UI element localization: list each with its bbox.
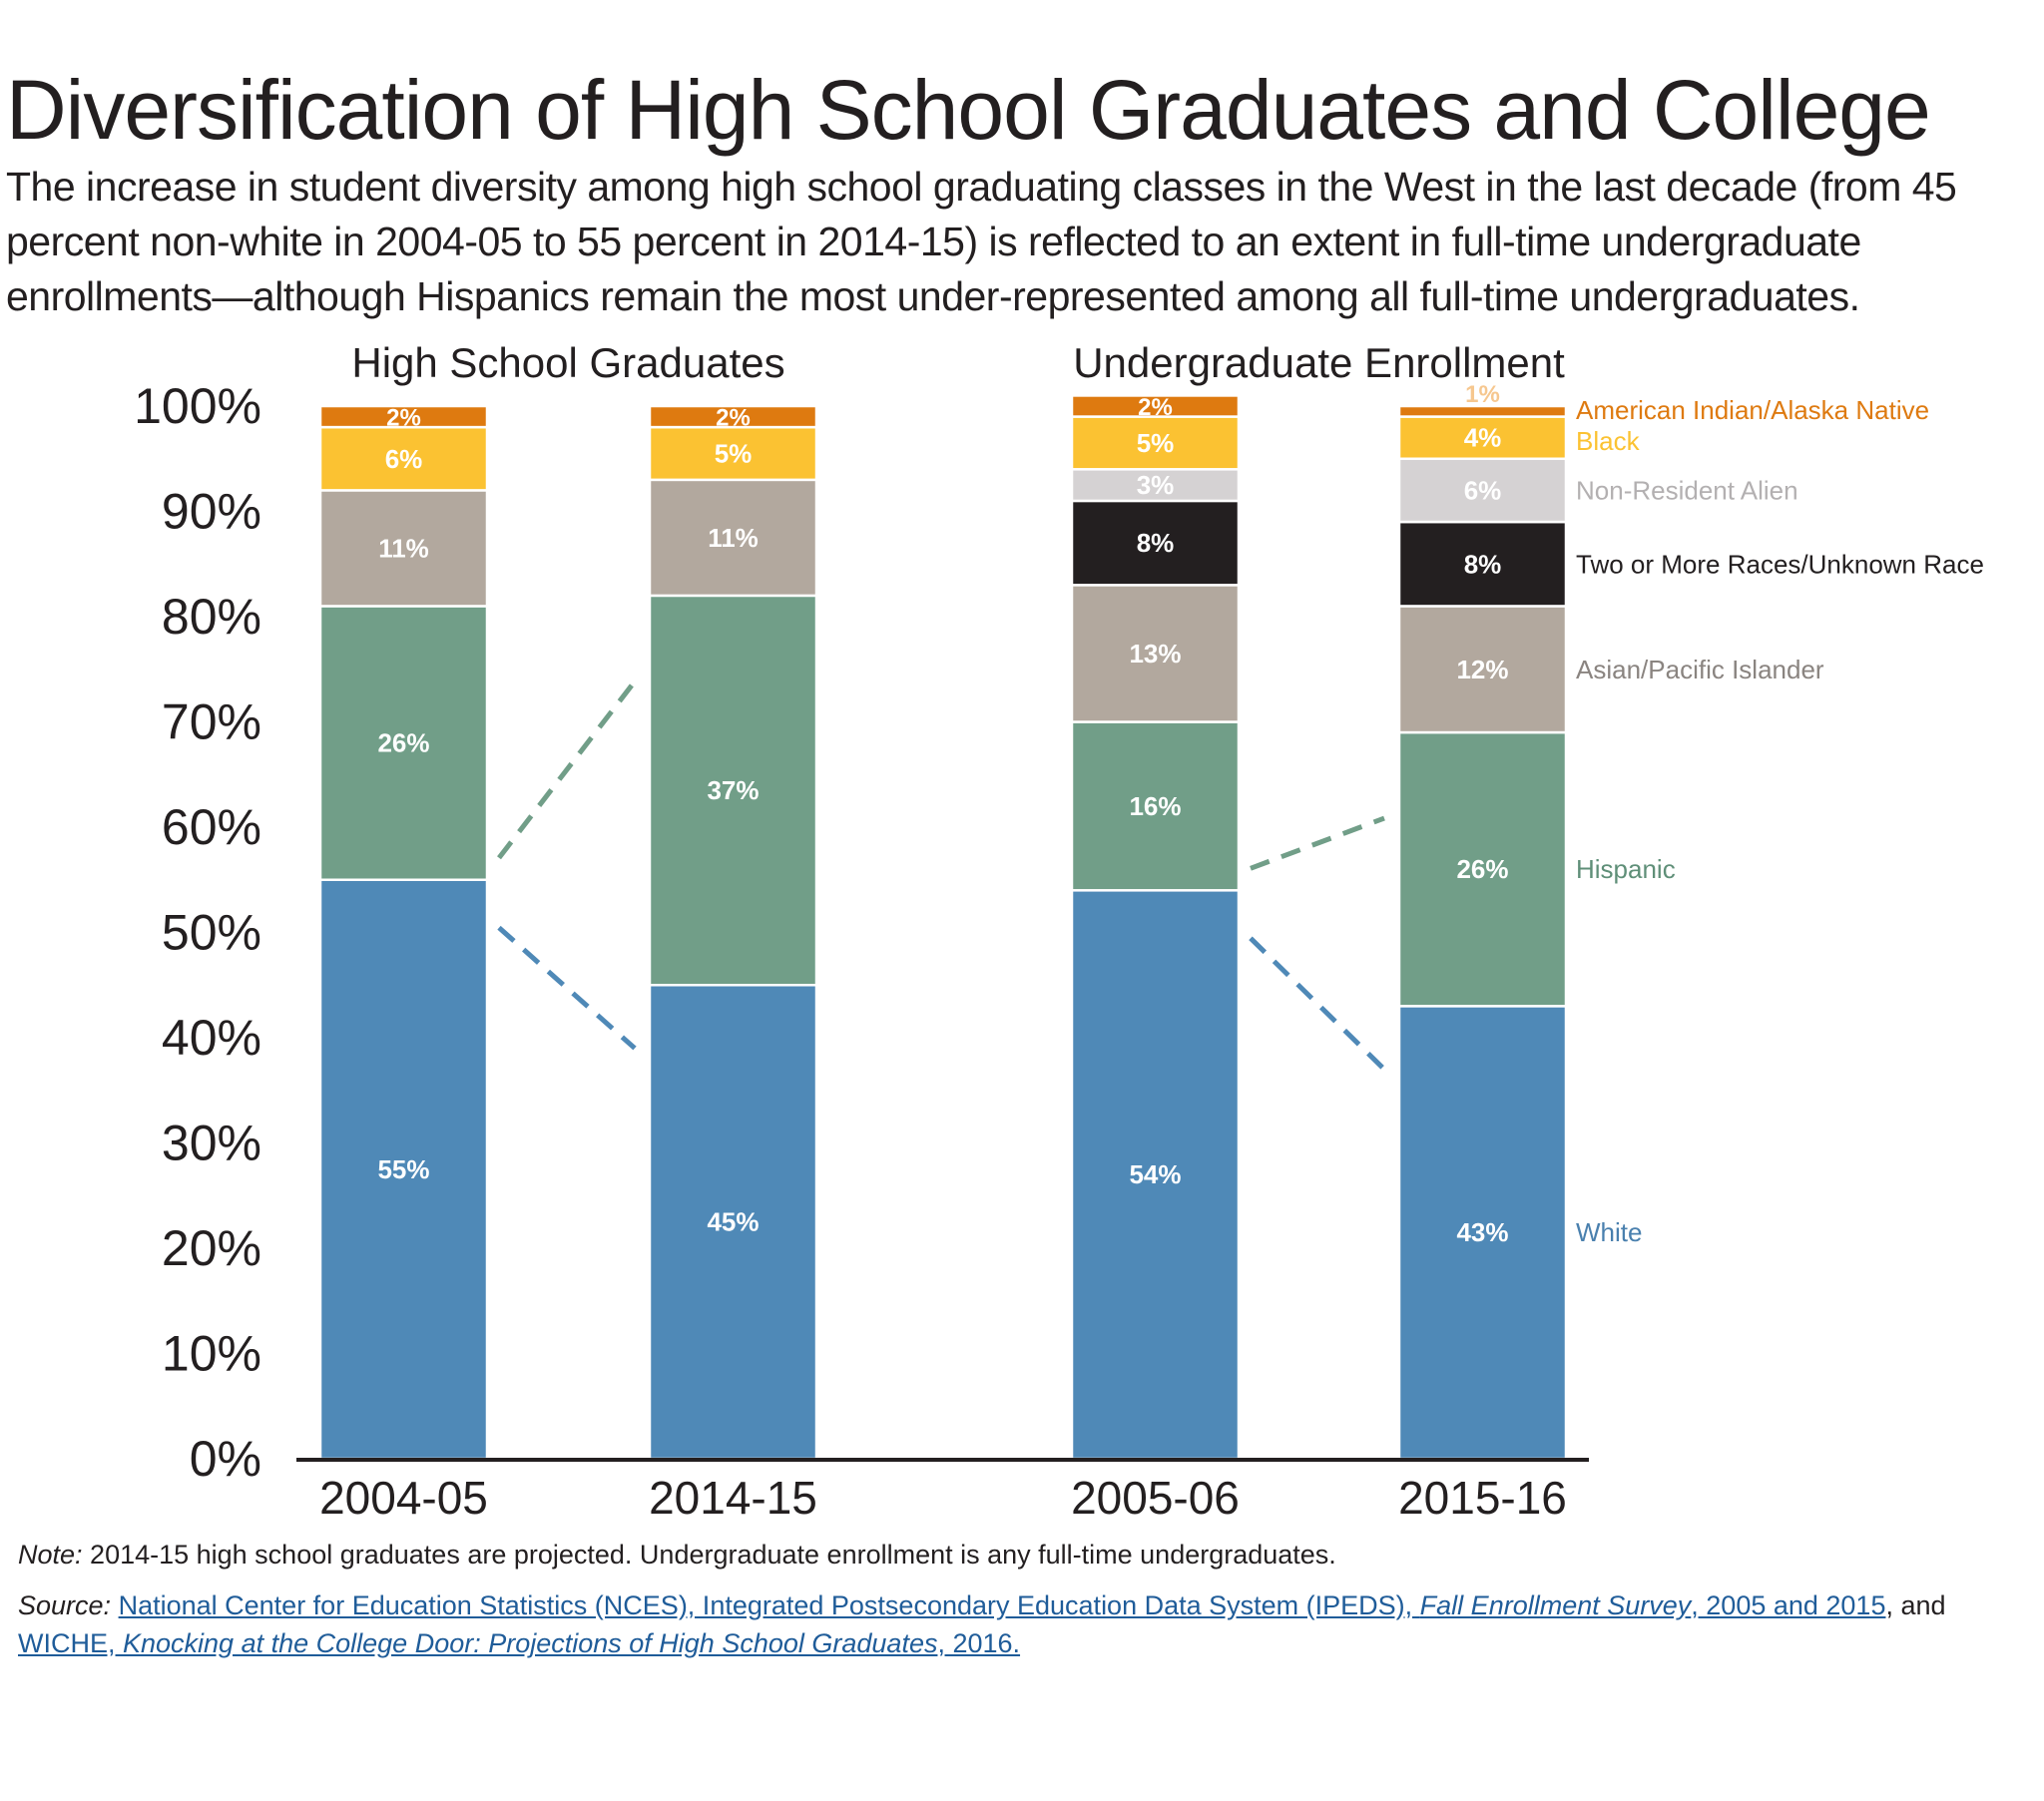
- source-link-nces-italic: Fall Enrollment Survey: [1419, 1590, 1692, 1620]
- source-link-wiche-italic: Knocking at the College Door: Projection…: [123, 1628, 938, 1658]
- bar-segment-black: [1070, 415, 1241, 471]
- data-label: 2%: [1138, 394, 1173, 421]
- data-label: 1%: [1465, 381, 1500, 408]
- segment-labels: 55% 26% 11% 6% 2% 45% 37% 11% 5% 2% 54% 16% 13% 8% 3% 5…: [377, 381, 1508, 1247]
- bars: [318, 394, 1568, 1461]
- y-tick-label: 0%: [190, 1431, 261, 1487]
- bar-segment-asian-pacific-islander: [1397, 605, 1568, 734]
- data-label: 45%: [707, 1207, 759, 1237]
- bar-segment-black: [1397, 415, 1568, 460]
- connector-hispanic: [497, 679, 637, 860]
- bar-segment-american-indian-alaska-native: [648, 404, 818, 429]
- source-label: Source:: [18, 1590, 112, 1620]
- legend-item-american-indian-alaska-native: American Indian/Alaska Native: [1576, 395, 1929, 425]
- legend-item-non-resident-alien: Non-Resident Alien: [1576, 475, 1798, 505]
- data-label: 8%: [1137, 528, 1175, 558]
- source-link-wiche-text: WICHE,: [18, 1628, 123, 1658]
- y-tick-label: 50%: [162, 905, 261, 961]
- data-label: 4%: [1464, 423, 1502, 453]
- data-label: 54%: [1129, 1159, 1181, 1189]
- legend-item-asian-pacific-islander: Asian/Pacific Islander: [1576, 655, 1824, 684]
- connector-hispanic: [1250, 815, 1385, 871]
- x-tick-label: 2004-05: [319, 1472, 488, 1524]
- bar-segment-white: [318, 878, 489, 1461]
- legend-item-two-or-more-races-unknown-race: Two or More Races/Unknown Race: [1576, 549, 1984, 579]
- y-tick-label: 30%: [162, 1116, 261, 1171]
- bar-segment-white: [1397, 1005, 1568, 1461]
- bar-segment-black: [648, 425, 818, 482]
- connector-lines: [497, 679, 1386, 1072]
- data-label: 5%: [715, 438, 753, 468]
- data-label: 26%: [377, 728, 429, 758]
- group-titles: High School Graduates Undergraduate Enrol…: [351, 339, 1565, 386]
- data-label: 2%: [716, 405, 751, 432]
- chart-note: Note: 2014-15 high school graduates are …: [18, 1540, 1336, 1571]
- data-label: 37%: [707, 775, 759, 805]
- y-tick-label: 40%: [162, 1010, 261, 1066]
- chart-source: Source: National Center for Education St…: [18, 1586, 2034, 1662]
- bar-segment-asian-pacific-islander: [1070, 584, 1241, 723]
- data-label: 55%: [377, 1154, 429, 1184]
- y-tick-label: 10%: [162, 1326, 261, 1382]
- data-label: 6%: [1464, 475, 1502, 505]
- y-tick-label: 100%: [134, 378, 261, 434]
- bar-segment-american-indian-alaska-native: [1070, 394, 1241, 418]
- bar-segment-white: [1070, 889, 1241, 1461]
- source-link-wiche[interactable]: WICHE, Knocking at the College Door: Pro…: [18, 1628, 1020, 1658]
- note-text: 2014-15 high school graduates are projec…: [82, 1540, 1336, 1570]
- x-tick-label: 2015-16: [1398, 1472, 1567, 1524]
- y-tick-label: 90%: [162, 484, 261, 540]
- y-axis: 0% 10% 20% 30% 40% 50% 60% 70% 80% 90% 100%: [134, 378, 261, 1487]
- source-link-nces-years: , 2005 and 2015: [1691, 1590, 1886, 1620]
- connector-white: [1249, 936, 1386, 1072]
- source-link-wiche-year: , 2016.: [937, 1628, 1021, 1658]
- bar-segment-hispanic: [1070, 720, 1241, 892]
- data-label: 26%: [1456, 854, 1508, 884]
- x-axis: 2004-05 2014-15 2005-06 2015-16: [296, 1458, 1589, 1524]
- source-link-nces-text: National Center for Education Statistics…: [118, 1590, 1420, 1620]
- y-tick-label: 70%: [162, 694, 261, 750]
- data-label: 13%: [1129, 639, 1181, 669]
- note-label: Note:: [18, 1540, 83, 1570]
- bar-segment-two-or-more-races-unknown-race: [1070, 499, 1241, 587]
- bar-segment-hispanic: [648, 594, 818, 987]
- data-label: 8%: [1464, 549, 1502, 579]
- data-label: 43%: [1456, 1217, 1508, 1247]
- y-tick-label: 80%: [162, 589, 261, 645]
- data-label: 3%: [1137, 470, 1175, 500]
- data-label: 5%: [1137, 428, 1175, 458]
- data-label: 6%: [385, 444, 423, 474]
- y-tick-label: 60%: [162, 799, 261, 855]
- legend-item-white: White: [1576, 1217, 1642, 1247]
- bar-segment-hispanic: [1397, 730, 1568, 1008]
- connector-white: [497, 925, 637, 1051]
- source-and: , and: [1885, 1590, 1946, 1620]
- x-tick-label: 2005-06: [1071, 1472, 1240, 1524]
- group-title: High School Graduates: [351, 339, 784, 386]
- x-tick-label: 2014-15: [649, 1472, 817, 1524]
- chart-title: Diversification of High School Graduates…: [6, 63, 1931, 157]
- bar-segment-american-indian-alaska-native: [318, 404, 489, 429]
- group-title: Undergraduate Enrollment: [1073, 339, 1565, 386]
- legend-item-hispanic: Hispanic: [1576, 854, 1676, 884]
- bar-segment-american-indian-alaska-native: [1397, 404, 1568, 418]
- data-label: 12%: [1456, 655, 1508, 684]
- source-link-nces[interactable]: National Center for Education Statistics…: [119, 1590, 1886, 1620]
- bar-segment-non-resident-alien: [1070, 468, 1241, 503]
- data-label: 2%: [386, 405, 421, 432]
- legend-item-black: Black: [1576, 426, 1641, 456]
- data-label: 16%: [1129, 791, 1181, 821]
- bar-segment-two-or-more-races-unknown-race: [1397, 520, 1568, 608]
- data-label: 11%: [378, 533, 429, 563]
- y-tick-label: 20%: [162, 1220, 261, 1276]
- data-label: 11%: [708, 523, 759, 553]
- chart-subtitle: The increase in student diversity among …: [6, 164, 1957, 319]
